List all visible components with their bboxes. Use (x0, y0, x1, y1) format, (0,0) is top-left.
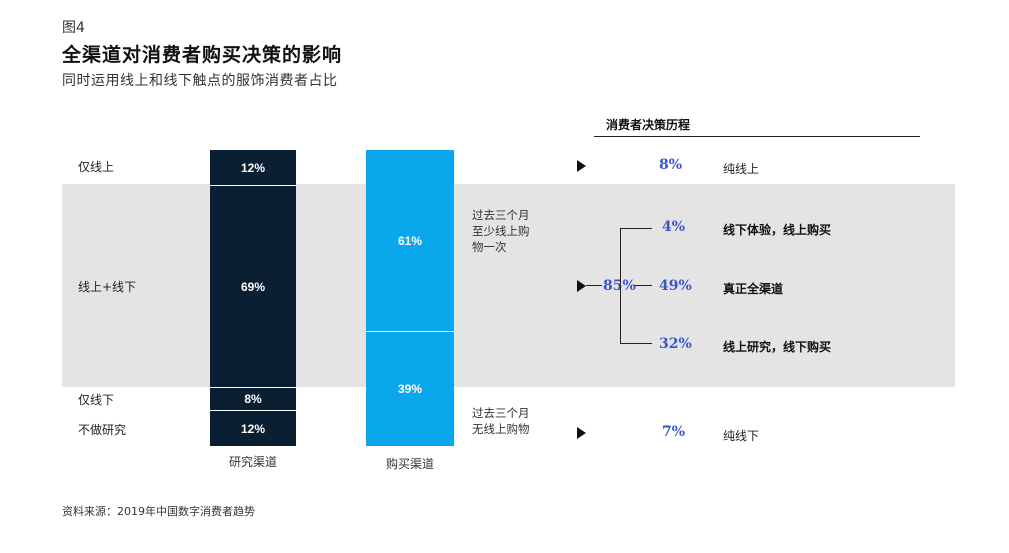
bar-segment-0-0: 12% (210, 150, 296, 185)
chart-title: 全渠道对消费者购买决策的影响 (62, 44, 343, 66)
bar-value-label: 8% (244, 392, 262, 406)
desc-offline-only: 纯线下 (723, 429, 760, 443)
figure-label: 图4 (62, 20, 85, 36)
row-label-offline-only: 仅线下 (78, 393, 115, 407)
desc-online-only: 纯线上 (723, 162, 760, 176)
arrow-offline-icon (577, 427, 586, 439)
pct-true-omnichannel: 49% (659, 278, 692, 294)
bar-value-label: 61% (397, 233, 423, 248)
desc-offline-experience: 线下体验，线上购买 (723, 223, 832, 237)
desc-true-omnichannel: 真正全渠道 (723, 282, 784, 296)
pct-online-only: 8% (659, 157, 683, 173)
row-label-online-only: 仅线上 (78, 160, 115, 174)
arrow-omni-icon (577, 280, 586, 292)
purchase-axis-label: 购买渠道 (385, 457, 434, 471)
bar-value-label: 12% (240, 160, 266, 175)
bar-value-label: 69% (240, 279, 266, 294)
bar-value-label: 12% (240, 421, 266, 436)
bar-segment-0-2: 8% (210, 387, 296, 410)
source-note: 资料来源：2019年中国数字消费者趋势 (62, 505, 255, 518)
desc-online-research: 线上研究，线下购买 (723, 340, 832, 354)
purchase-channel-bar: 61% 39% (366, 150, 454, 446)
arrow-stem (586, 285, 602, 286)
connector-mid (634, 285, 652, 286)
pct-online-research: 32% (659, 336, 692, 352)
bar-segment-0-3: 12% (210, 410, 296, 446)
research-channel-bar: 12% 69% 8% 12% (210, 150, 296, 446)
pct-omnichannel-total: 85% (603, 278, 636, 294)
bracket-vertical (620, 228, 621, 344)
chart-subtitle: 同时运用线上和线下触点的服饰消费者占比 (62, 73, 338, 89)
pct-offline-experience: 4% (662, 219, 686, 235)
journey-title: 消费者决策历程 (606, 118, 691, 132)
bar-value-label: 39% (397, 382, 423, 396)
bar-segment-0-1: 69% (210, 185, 296, 387)
row-label-online-offline: 线上+线下 (78, 280, 137, 294)
note-online-purchase: 过去三个月 至少线上购 物一次 (472, 208, 530, 254)
journey-divider (594, 136, 920, 137)
bracket-top (620, 228, 652, 229)
bar-segment-1-0: 61% (366, 150, 454, 331)
note-no-online-purchase: 过去三个月 无线上购物 (472, 406, 530, 436)
pct-offline-only: 7% (662, 424, 686, 440)
arrow-online-icon (577, 160, 586, 172)
research-axis-label: 研究渠道 (228, 455, 277, 469)
bar-segment-1-1: 39% (366, 331, 454, 446)
row-label-no-research: 不做研究 (78, 423, 127, 437)
bracket-bottom (620, 343, 652, 344)
